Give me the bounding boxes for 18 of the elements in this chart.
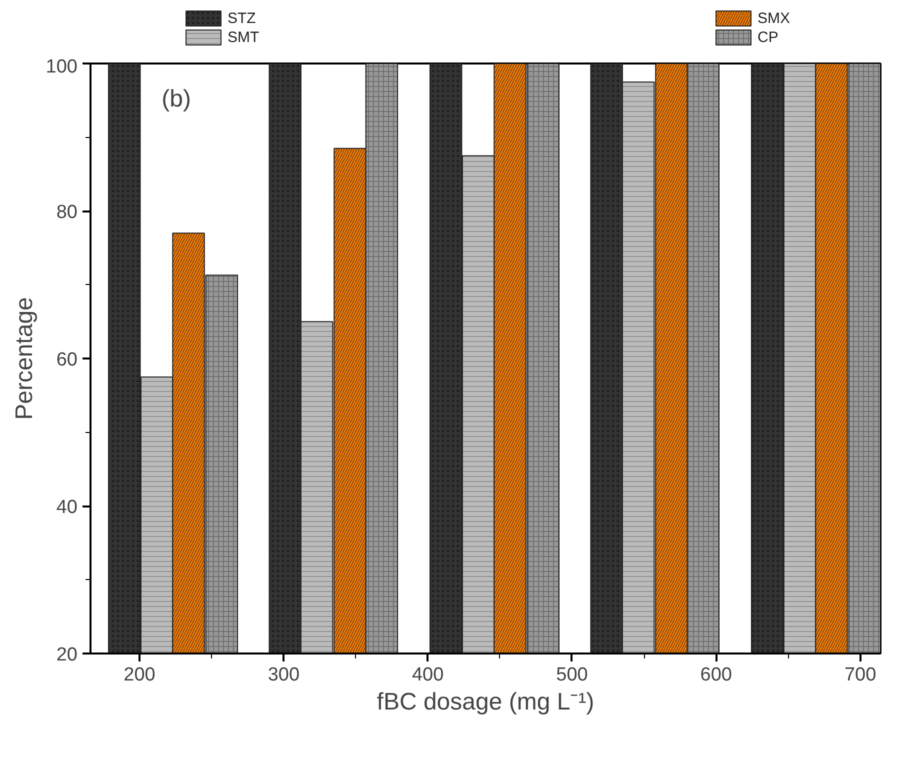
y-axis-title: Percentage [10, 297, 38, 420]
x-tick-label: 300 [268, 664, 300, 686]
y-tick-label: 60 [56, 350, 78, 370]
legend-label: SMX [758, 10, 790, 27]
x-tick-label: 500 [556, 664, 588, 686]
x-tick-label: 700 [844, 664, 876, 686]
y-tick-label: 20 [56, 644, 78, 666]
legend-label: STZ [228, 10, 256, 27]
x-tick-label: 200 [124, 664, 156, 686]
x-tick-label: 400 [412, 664, 444, 686]
legend-label: SMT [228, 29, 260, 46]
annotation: (b) [162, 85, 191, 112]
y-tick-label: 40 [56, 497, 78, 518]
legend-label: CP [758, 29, 778, 46]
y-tick-label: 80 [56, 202, 78, 223]
x-axis-title: fBC dosage (mg L⁻¹) [376, 688, 594, 716]
x-tick-label: 600 [700, 664, 732, 686]
y-tick-label: 100 [46, 56, 78, 78]
